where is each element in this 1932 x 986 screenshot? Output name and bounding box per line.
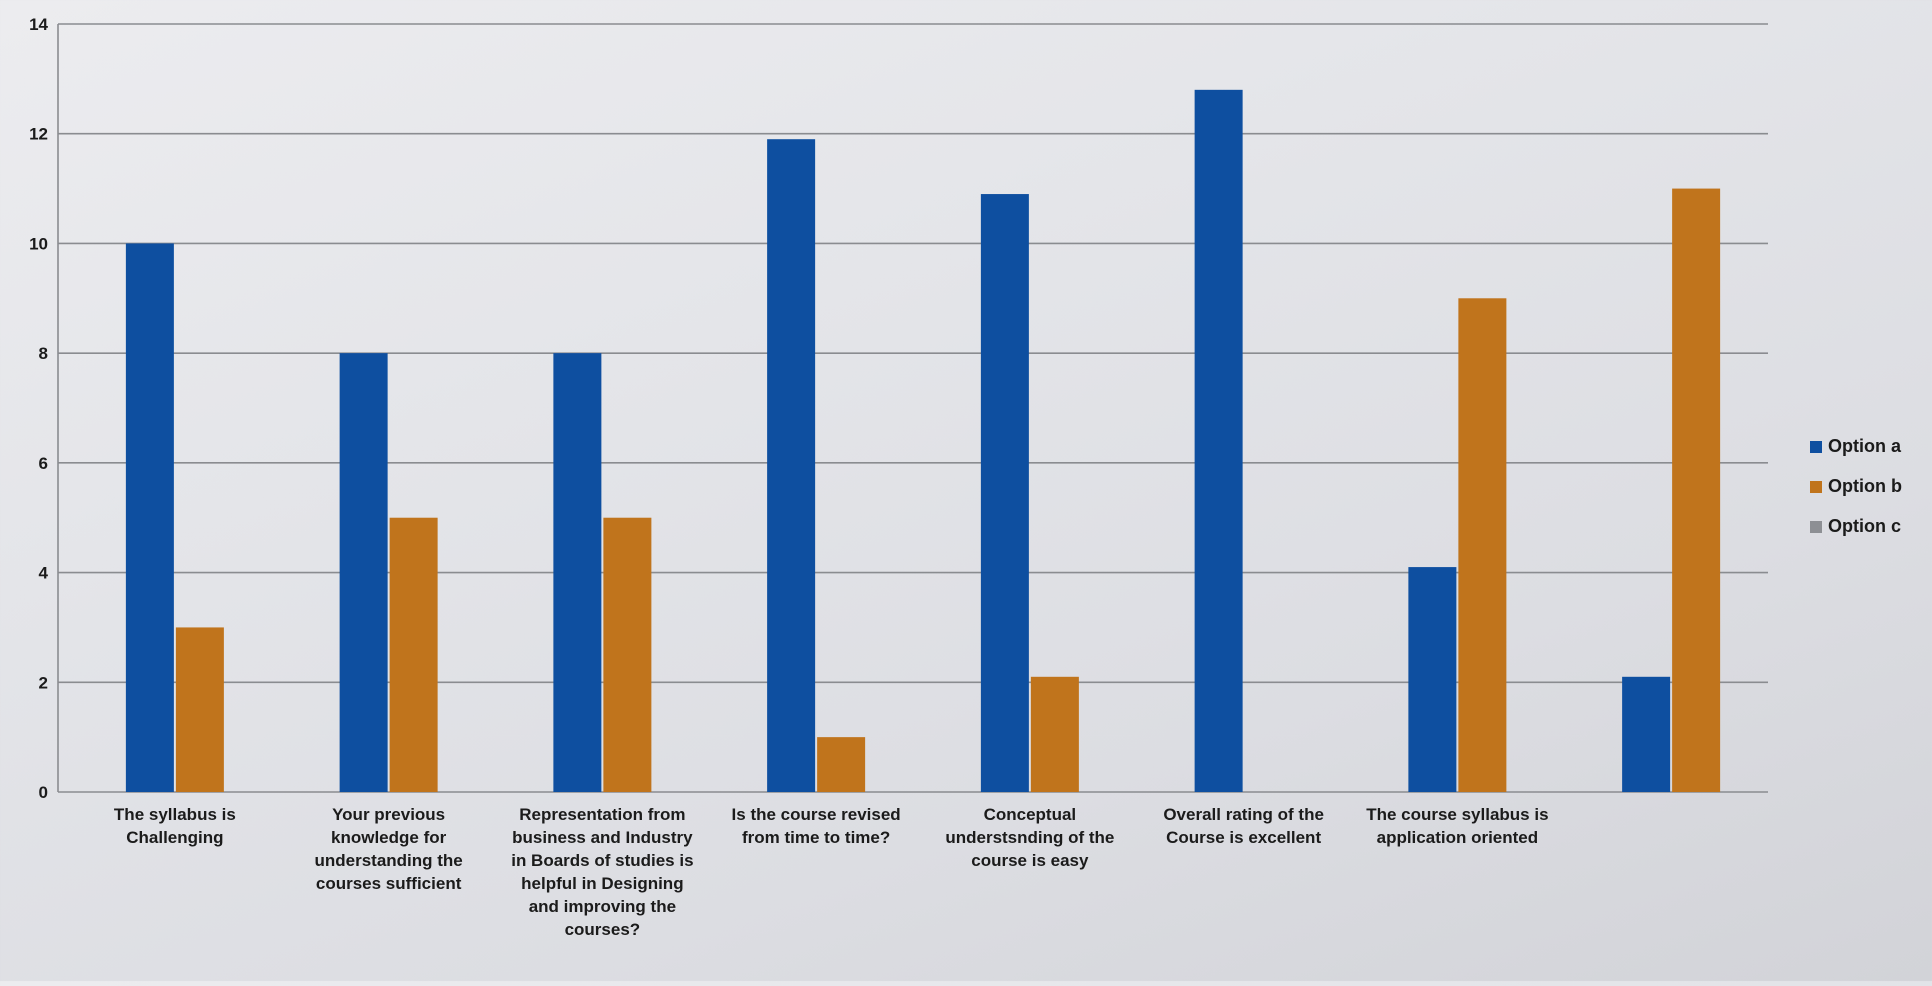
category-label-line: and improving the [529,897,676,916]
category-label-line: knowledge for [331,828,447,847]
bar [1672,188,1721,793]
category-label-line: in Boards of studies is [511,851,693,870]
category-label-line: Is the course revised [732,805,901,824]
category-label: Is the course revised from time to time? [732,805,901,847]
y-tick-label: 12 [29,125,48,144]
bar [339,353,388,792]
category-label: The course syllabus is application orient… [1366,805,1548,847]
y-tick-label: 4 [39,564,49,583]
category-label-line: The syllabus is [114,805,236,824]
y-tick-label: 8 [39,344,48,363]
bar [125,243,174,792]
bar [980,194,1029,793]
category-label-line: The course syllabus is [1366,805,1548,824]
y-tick-label: 14 [29,15,48,34]
legend-swatch [1810,521,1822,533]
category-label-line: application oriented [1377,828,1539,847]
category-label: Representation from business and Industry… [511,805,693,939]
legend-label: Option a [1828,436,1902,456]
bar [1030,676,1079,792]
bar [817,737,866,792]
category-label-line: course is easy [971,851,1089,870]
y-tick-label: 10 [29,234,48,253]
category-label: Conceptual understsnding of the course is … [945,805,1114,870]
y-tick-label: 6 [39,454,48,473]
category-label-line: Overall rating of the [1163,805,1324,824]
y-tick-label: 2 [39,673,48,692]
category-label-line: business and Industry [512,828,693,847]
category-label-line: Your previous [332,805,445,824]
bar [1408,567,1457,792]
legend-label: Option c [1828,516,1901,536]
category-label-line: Challenging [126,828,223,847]
category-label-line: from time to time? [742,828,890,847]
bar [1622,676,1671,792]
category-label-line: courses? [565,920,641,939]
bar [553,353,602,792]
category-label: The syllabus is Challenging [114,805,236,847]
category-label-line: Conceptual [984,805,1077,824]
category-label-line: Representation from [519,805,685,824]
bar [175,627,224,792]
category-label-line: Course is excellent [1166,828,1321,847]
category-label-line: courses sufficient [316,874,462,893]
category-label: Your previous knowledge for understanding … [314,805,462,893]
bar [767,139,816,792]
category-label-line: helpful in Designing [521,874,683,893]
y-tick-label: 0 [39,783,48,802]
legend-swatch [1810,441,1822,453]
category-label-line: understanding the [314,851,462,870]
bar [1458,298,1507,792]
category-label-line: understsnding of the [945,828,1114,847]
bar [1194,89,1243,793]
legend-swatch [1810,481,1822,493]
category-label: Overall rating of the Course is excellent [1163,805,1324,847]
legend-label: Option b [1828,476,1902,496]
bar [603,517,652,792]
bar [389,517,438,792]
